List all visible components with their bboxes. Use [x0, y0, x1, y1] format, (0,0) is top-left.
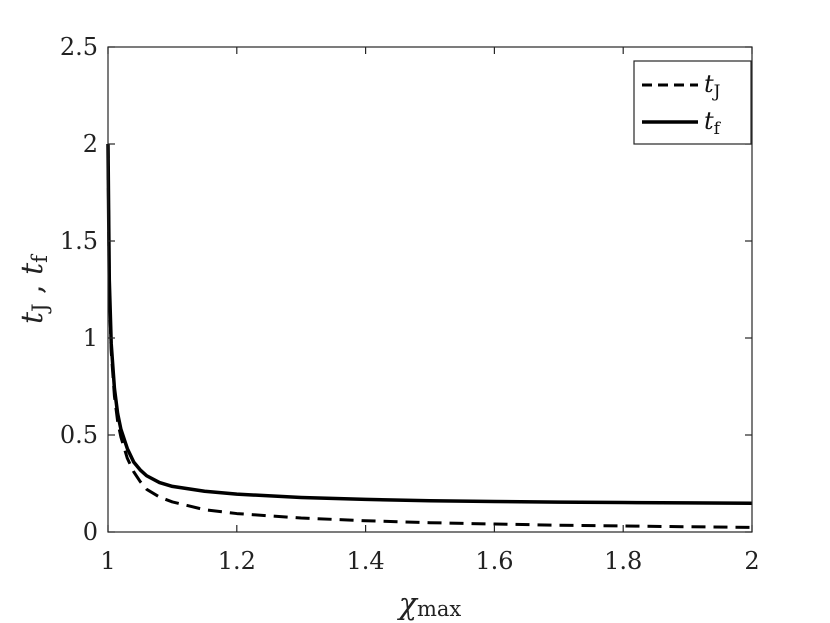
legend-label-t-f: tf [704, 107, 722, 139]
x-axis-label-sub: max [417, 597, 461, 621]
x-tick-label: 1.2 [218, 547, 256, 575]
y-axis-label-separator: , [15, 275, 50, 304]
legend-label-t-f-sub: f [714, 119, 722, 139]
x-axis-label: χmax [397, 587, 462, 622]
y-tick-label: 0 [83, 518, 98, 546]
legend-label-t-j: tJ [704, 70, 721, 102]
y-tick-label: 2 [83, 130, 98, 158]
x-tick-label: 1.6 [475, 547, 513, 575]
x-tick-label: 2 [744, 547, 759, 575]
x-tick-label: 1 [100, 547, 115, 575]
series-line-t-f [106, 143, 753, 506]
plot-frame [107, 46, 753, 533]
y-tick-label: 1 [83, 324, 98, 352]
y-axis-label-t-j-sub: J [28, 303, 52, 313]
series-layer [106, 143, 753, 529]
legend-label-t-f-main: t [704, 107, 714, 135]
ticks-layer: 1 1.2 1.4 1.6 1.8 2 0 0.5 1 1.5 2 2.5 [60, 33, 760, 575]
legend-box [633, 60, 752, 145]
y-axis-label-t-j: t [15, 311, 50, 324]
series-line-t-j [106, 143, 753, 529]
x-tick-label: 1.8 [604, 547, 642, 575]
legend-label-t-j-main: t [704, 70, 714, 98]
y-tick-label: 2.5 [60, 33, 98, 61]
y-tick-label: 1.5 [60, 227, 98, 255]
legend-label-t-j-sub: J [712, 82, 721, 102]
y-axis-label: tJ , tf [15, 253, 52, 324]
legend: tJ tf [633, 60, 752, 145]
x-tick-label: 1.4 [347, 547, 385, 575]
y-axis-label-t-f: t [15, 262, 50, 275]
y-axis-label-t-f-sub: f [28, 253, 52, 263]
y-tick-label: 0.5 [60, 421, 98, 449]
x-axis-label-main: χ [397, 587, 419, 622]
